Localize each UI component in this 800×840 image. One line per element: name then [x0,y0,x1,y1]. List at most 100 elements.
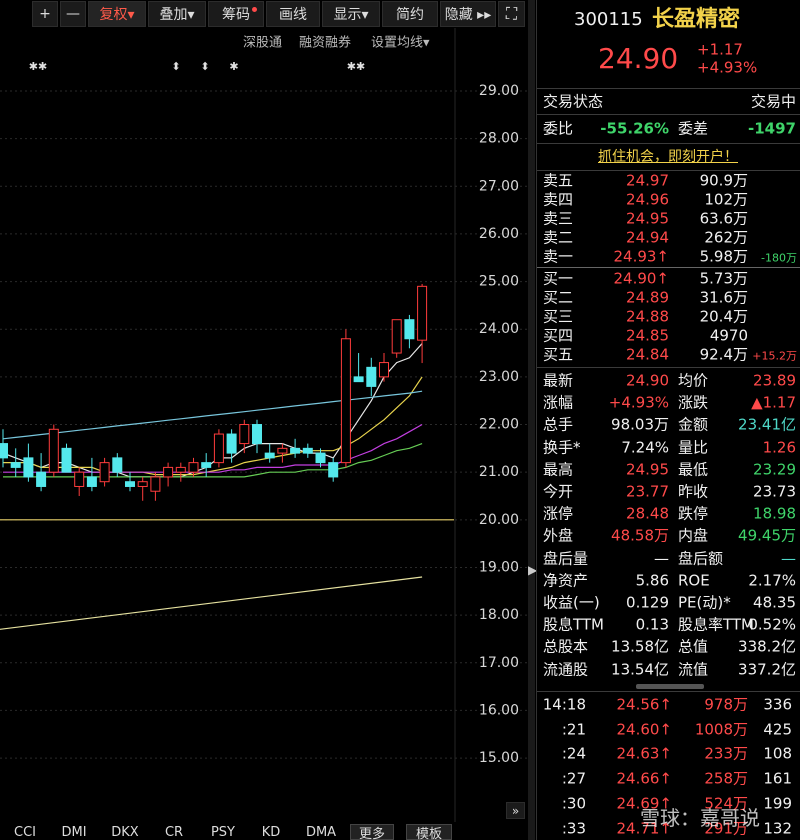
candle-body [48,428,59,473]
candle-body [404,319,415,340]
book-price: 24.90↑ [613,269,669,288]
indicator-tab[interactable]: KD [261,824,281,840]
more-button[interactable]: » [506,802,525,819]
candle-body [99,462,110,483]
book-price: 24.93↑ [613,247,669,266]
book-price: 24.85 [626,326,669,345]
diff-value: -1497 [748,119,796,138]
toolbar-button[interactable]: 画线 [266,1,320,27]
candle-body [353,376,364,383]
y-tick-label: 20.00 [479,512,519,528]
indicator-tab[interactable]: CCI [14,824,36,840]
candle-body [328,462,339,478]
y-tick-label: 26.00 [479,226,519,242]
indicator-tab[interactable]: DKX [111,824,139,840]
toolbar-button[interactable]: 显示▾ [322,1,380,27]
stat-label: 最新 [543,371,574,390]
ratio-value: -55.26% [600,119,669,138]
stat-value: 0.52% [748,615,796,634]
separator [537,170,800,171]
trade-time: 14:18 [542,695,586,714]
toolbar-button[interactable]: 复权▾ [88,1,146,27]
candle-body [163,466,174,478]
book-label: 买五 [543,345,574,364]
trade-time: :21 [561,720,586,739]
stat-value: 337.2亿 [738,660,796,679]
toolbar-link[interactable]: 融资融券 [299,35,352,51]
promo-link[interactable]: 抓住机会，即刻开户！ [598,149,738,165]
indicator-tab[interactable]: CR [164,824,184,840]
book-price: 24.97 [626,171,669,190]
indicator-tab[interactable]: 模板 [406,824,452,840]
stat-value: — [781,549,796,568]
stat-label: 涨幅 [543,393,574,412]
y-tick-label: 19.00 [479,559,519,575]
indicator-tab[interactable]: DMI [61,824,87,840]
book-volume: 5.98万 [699,247,748,266]
stat-label: 净资产 [543,571,589,590]
separator [537,114,800,115]
toolbar-button[interactable]: 简约 [382,1,438,27]
stat-label: 收益(一) [543,593,600,612]
trade-count: 199 [763,794,792,813]
stat-label: 涨停 [543,504,574,523]
candle-body [0,443,8,459]
book-price: 24.89 [626,288,669,307]
indicator-tab[interactable]: PSY [210,824,236,840]
toolbar-button[interactable]: + [32,1,58,27]
y-tick-label: 28.00 [479,131,519,147]
book-label: 买三 [543,307,574,326]
trade-volume: 524万 [704,794,748,813]
trade-count: 132 [763,819,792,837]
toolbar-button[interactable]: 隐藏 ▸▸ [440,1,496,27]
candle-body [150,476,161,492]
toolbar-button[interactable]: — [60,1,86,27]
indicator-tab[interactable]: DMA [305,824,337,840]
trade-count: 425 [763,720,792,739]
toolbar-link[interactable]: 深股通 [243,35,283,51]
trade-volume: 1008万 [694,720,748,739]
toolbar-button[interactable]: 筹码 [208,1,264,27]
expand-button[interactable]: ⛶ [498,1,525,27]
toolbar-link[interactable]: 设置均线▾ [371,35,430,51]
trade-count: 108 [763,744,792,763]
status-value: 交易中 [750,92,796,111]
watermark: 雪球：嘉哥说 [640,806,760,830]
trade-price: 24.60↑ [616,720,672,739]
stat-label: 今开 [543,482,574,501]
stat-label: 涨跌 [678,393,709,412]
stat-label: 金额 [678,415,709,434]
stat-value: 28.48 [626,504,669,523]
candle-body [340,338,351,464]
book-volume: 20.4万 [699,307,748,326]
separator [537,143,800,144]
ma-line [2,390,423,440]
indicator-tab[interactable]: 更多 [350,824,394,840]
stat-label: 流值 [678,660,709,679]
stat-label: 外盘 [543,526,574,545]
collapse-handle[interactable]: ▶ [528,563,538,577]
trade-time: :27 [561,769,586,788]
stat-value: 23.89 [753,371,796,390]
trade-time: :33 [561,819,586,837]
trade-time: :24 [561,744,586,763]
diff-label: 委差 [678,119,709,138]
stat-value: 13.58亿 [611,637,669,656]
book-price: 24.95 [626,209,669,228]
y-tick-label: 25.00 [479,274,519,290]
separator [537,367,800,368]
stat-value: 23.41亿 [738,415,796,434]
stat-value: 0.129 [626,593,669,612]
book-volume: 90.9万 [699,171,748,190]
candle-body [277,447,288,454]
event-marker: ⬍ [171,60,180,73]
price-change: +1.17 [697,40,743,59]
ma-line [3,376,423,476]
candle-body [264,452,275,459]
book-volume: 4970 [709,326,748,345]
y-tick-label: 22.00 [479,417,519,433]
stat-value: +4.93% [608,393,669,412]
toolbar-button[interactable]: 叠加▾ [148,1,206,27]
book-price: 24.94 [626,228,669,247]
candle-body [213,433,224,464]
